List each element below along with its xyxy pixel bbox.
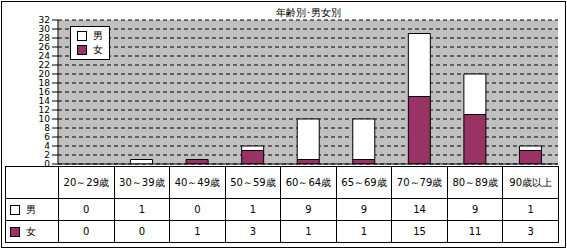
svg-text:20: 20 xyxy=(39,69,51,79)
svg-text:22: 22 xyxy=(39,60,50,70)
html-text:女: 女 xyxy=(93,44,103,55)
html-text:11: 11 xyxy=(468,226,482,237)
html-text:40～49歳: 40～49歳 xyxy=(174,176,221,188)
html-text:1: 1 xyxy=(249,204,257,215)
svg-text:30: 30 xyxy=(39,24,51,34)
svg-text:8: 8 xyxy=(44,123,50,133)
svg-text:28: 28 xyxy=(39,33,51,43)
svg-text:24: 24 xyxy=(39,51,51,61)
html-text:0: 0 xyxy=(83,204,90,215)
html-text:3: 3 xyxy=(527,226,534,237)
svg-text:26: 26 xyxy=(39,42,51,52)
svg-text:18: 18 xyxy=(39,78,51,88)
html-text:1: 1 xyxy=(527,204,534,215)
svg-text:14: 14 xyxy=(39,96,51,106)
svg-text:12: 12 xyxy=(39,105,50,115)
html-text:3: 3 xyxy=(249,226,257,237)
html-text:0: 0 xyxy=(194,204,201,215)
svg-text:2: 2 xyxy=(44,150,50,160)
html-text:20～29歳: 20～29歳 xyxy=(63,176,109,188)
html-text:0: 0 xyxy=(83,226,90,237)
html-text:9: 9 xyxy=(360,204,368,215)
svg-text:4: 4 xyxy=(44,141,50,151)
html-text:9: 9 xyxy=(305,204,312,215)
html-text:男: 男 xyxy=(93,30,103,41)
html-text:80～89歳: 80～89歳 xyxy=(452,176,498,188)
svg-text:6: 6 xyxy=(44,132,50,142)
html-text:1: 1 xyxy=(360,226,368,237)
html-text:9: 9 xyxy=(471,204,479,215)
html-text:14: 14 xyxy=(413,204,426,215)
html-text:女: 女 xyxy=(26,225,36,237)
html-text:1: 1 xyxy=(305,226,312,237)
svg-text:32: 32 xyxy=(39,15,50,25)
html-text:年齢別･男女別: 年齢別･男女別 xyxy=(275,7,341,18)
html-text:1: 1 xyxy=(138,204,145,215)
html-text:1: 1 xyxy=(194,226,201,237)
html-text:0: 0 xyxy=(138,226,145,237)
html-text:60～64歳: 60～64歳 xyxy=(285,176,332,188)
svg-text:10: 10 xyxy=(39,114,51,124)
html-text:50～59歳: 50～59歳 xyxy=(230,176,276,188)
html-text:65～69歳: 65～69歳 xyxy=(341,176,387,188)
svg-text:16: 16 xyxy=(39,87,51,97)
html-text:70～79歳: 70～79歳 xyxy=(396,176,443,188)
html-text:90歳以上: 90歳以上 xyxy=(509,176,552,188)
html-text:男: 男 xyxy=(26,203,36,215)
html-text:15: 15 xyxy=(413,226,426,237)
html-text:30～39歳: 30～39歳 xyxy=(119,176,165,188)
